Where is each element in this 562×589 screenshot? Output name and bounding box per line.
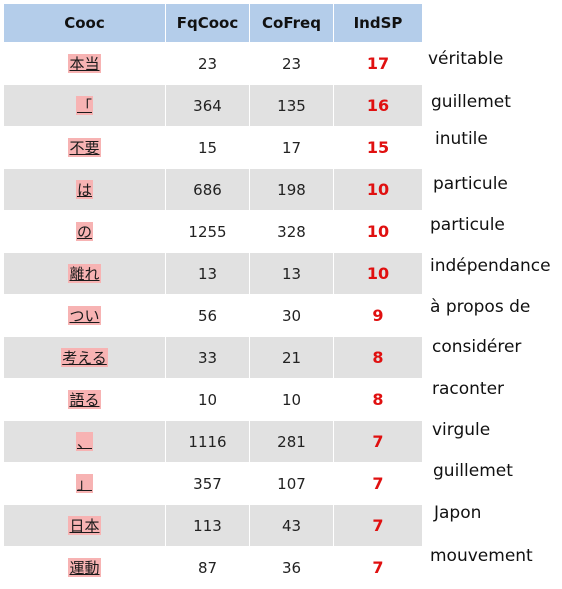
fqcooc-cell: 23	[166, 43, 250, 84]
table-row[interactable]: 不要 15 17 15	[4, 127, 422, 169]
fqcooc-cell: 10	[166, 379, 250, 420]
fqcooc-cell: 33	[166, 337, 250, 378]
translation-label: virgule	[432, 420, 491, 440]
fqcooc-cell: 686	[166, 169, 250, 210]
cooc-cell: 「	[4, 85, 166, 126]
cooc-cell: 考える	[4, 337, 166, 378]
cooc-cell: 」	[4, 463, 166, 504]
header-cofreq[interactable]: CoFreq	[250, 4, 334, 42]
indsp-cell: 15	[366, 138, 390, 157]
indsp-cell: 9	[372, 306, 384, 325]
indsp-cell: 10	[366, 180, 390, 199]
indsp-cell: 8	[372, 348, 384, 367]
cooc-word-link[interactable]: の	[75, 222, 93, 241]
cooc-cell: 本当	[4, 43, 166, 84]
cooc-word-link[interactable]: 考える	[61, 348, 108, 367]
indsp-cell: 7	[372, 432, 384, 451]
cooc-word-link[interactable]: 」	[75, 474, 93, 493]
cooc-word-link[interactable]: 語る	[68, 390, 101, 409]
fqcooc-cell: 1116	[166, 421, 250, 462]
cooc-cell: 、	[4, 421, 166, 462]
table-row[interactable]: 日本 113 43 7	[4, 505, 422, 547]
cooc-word-link[interactable]: 本当	[68, 54, 101, 73]
table-row[interactable]: の 1255 328 10	[4, 211, 422, 253]
translation-label: véritable	[428, 49, 504, 69]
header-cooc[interactable]: Cooc	[4, 4, 166, 42]
translation-label: à propos de	[430, 297, 531, 317]
translation-label: raconter	[432, 379, 505, 399]
cofreq-cell: 43	[250, 505, 334, 546]
cooc-word-link[interactable]: 離れ	[68, 264, 101, 283]
indsp-cell: 16	[366, 96, 390, 115]
indsp-cell: 17	[366, 54, 390, 73]
cooc-cell: 離れ	[4, 253, 166, 294]
table-row[interactable]: 運動 87 36 7	[4, 547, 422, 589]
indsp-cell: 10	[366, 264, 390, 283]
table-row[interactable]: は 686 198 10	[4, 169, 422, 211]
table-row[interactable]: 考える 33 21 8	[4, 337, 422, 379]
fqcooc-cell: 1255	[166, 211, 250, 252]
cooc-word-link[interactable]: 、	[75, 432, 93, 451]
translation-label: mouvement	[430, 546, 533, 566]
cofreq-cell: 21	[250, 337, 334, 378]
table-row[interactable]: 語る 10 10 8	[4, 379, 422, 421]
table-row[interactable]: 離れ 13 13 10	[4, 253, 422, 295]
table-header-row: Cooc FqCooc CoFreq IndSP	[4, 4, 422, 43]
cooc-cell: 不要	[4, 127, 166, 168]
cooc-cell: 語る	[4, 379, 166, 420]
translation-label: particule	[430, 215, 505, 235]
cofreq-cell: 23	[250, 43, 334, 84]
cooc-cell: の	[4, 211, 166, 252]
cooc-word-link[interactable]: 運動	[68, 558, 101, 577]
indsp-cell: 7	[372, 474, 384, 493]
table-row[interactable]: 「 364 135 16	[4, 85, 422, 127]
fqcooc-cell: 15	[166, 127, 250, 168]
fqcooc-cell: 364	[166, 85, 250, 126]
translation-label: guillemet	[433, 461, 513, 481]
translation-label: particule	[433, 174, 508, 194]
indsp-cell: 8	[372, 390, 384, 409]
fqcooc-cell: 87	[166, 547, 250, 588]
cooccurrence-table: Cooc FqCooc CoFreq IndSP 本当 23 23 17 「364 135…	[4, 4, 422, 589]
cofreq-cell: 107	[250, 463, 334, 504]
translation-label: indépendance	[430, 256, 551, 276]
cofreq-cell: 135	[250, 85, 334, 126]
cooc-cell: 運動	[4, 547, 166, 588]
translation-label: guillemet	[431, 92, 511, 112]
cofreq-cell: 328	[250, 211, 334, 252]
cofreq-cell: 36	[250, 547, 334, 588]
cofreq-cell: 17	[250, 127, 334, 168]
fqcooc-cell: 357	[166, 463, 250, 504]
cooc-word-link[interactable]: 「	[75, 96, 93, 115]
translation-label: inutile	[435, 129, 488, 149]
cooc-word-link[interactable]: 不要	[68, 138, 101, 157]
fqcooc-cell: 113	[166, 505, 250, 546]
header-fqcooc[interactable]: FqCooc	[166, 4, 250, 42]
indsp-cell: 7	[372, 516, 384, 535]
translation-label: considérer	[432, 337, 522, 357]
cooc-cell: は	[4, 169, 166, 210]
translation-label: Japon	[434, 503, 482, 523]
cofreq-cell: 281	[250, 421, 334, 462]
table-row[interactable]: 」 357 107 7	[4, 463, 422, 505]
cooc-cell: 日本	[4, 505, 166, 546]
fqcooc-cell: 13	[166, 253, 250, 294]
cooc-word-link[interactable]: つい	[68, 306, 101, 325]
cofreq-cell: 13	[250, 253, 334, 294]
indsp-cell: 10	[366, 222, 390, 241]
cooc-cell: つい	[4, 295, 166, 336]
cooc-word-link[interactable]: 日本	[68, 516, 101, 535]
header-indsp[interactable]: IndSP	[353, 14, 403, 32]
cooc-word-link[interactable]: は	[75, 180, 93, 199]
cofreq-cell: 10	[250, 379, 334, 420]
cofreq-cell: 198	[250, 169, 334, 210]
table-row[interactable]: 、 1116 281 7	[4, 421, 422, 463]
table-row[interactable]: つい 56 30 9	[4, 295, 422, 337]
indsp-cell: 7	[372, 558, 384, 577]
fqcooc-cell: 56	[166, 295, 250, 336]
cofreq-cell: 30	[250, 295, 334, 336]
table-row[interactable]: 本当 23 23 17	[4, 43, 422, 85]
